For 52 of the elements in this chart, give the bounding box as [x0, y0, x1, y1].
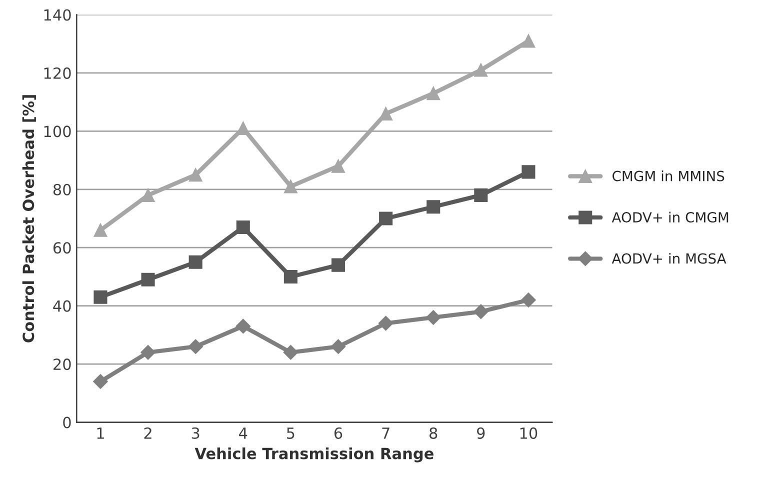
- point: [426, 310, 441, 325]
- point: [330, 339, 346, 354]
- y-tick-label: 100: [44, 126, 71, 138]
- point: [236, 318, 251, 334]
- y-tick-label: 0: [63, 416, 71, 428]
- y-axis-title: Control Packet Overhead [%]: [22, 95, 36, 342]
- point: [236, 220, 250, 234]
- x-tick-label: 6: [334, 427, 342, 439]
- point: [426, 86, 440, 100]
- x-tick-label: 4: [239, 428, 248, 439]
- y-tick-label: 40: [53, 300, 71, 312]
- y-tick-label: 120: [44, 67, 71, 79]
- point: [378, 316, 394, 331]
- point: [284, 270, 298, 284]
- x-tick-label: 5: [287, 428, 294, 439]
- point: [284, 180, 298, 194]
- point: [94, 223, 108, 237]
- point: [379, 106, 393, 120]
- point: [141, 272, 155, 286]
- point: [188, 168, 202, 182]
- point: [283, 345, 298, 360]
- point: [331, 159, 346, 173]
- legend-label: AODV+ in MGSA: [612, 252, 726, 264]
- point: [331, 258, 346, 272]
- point: [379, 212, 393, 226]
- point: [188, 339, 203, 354]
- point: [474, 188, 488, 202]
- point: [474, 304, 488, 320]
- x-axis-title: Vehicle Transmission Range: [194, 447, 434, 462]
- y-tick-label: 80: [53, 184, 71, 196]
- point: [474, 63, 488, 77]
- x-tick-label: 7: [382, 428, 390, 439]
- y-tick-label: 60: [53, 242, 71, 254]
- point: [188, 255, 202, 269]
- point: [522, 34, 536, 48]
- y-tick-label: 20: [54, 358, 71, 370]
- point: [521, 292, 536, 308]
- point: [140, 345, 156, 360]
- legend-label: AODV+ in CMGM: [612, 212, 728, 223]
- x-tick-label: 10: [520, 427, 538, 439]
- legend-label: CMGM in MMINS: [612, 170, 724, 182]
- x-tick-label: 9: [477, 427, 485, 439]
- point: [522, 165, 536, 179]
- x-tick-label: 1: [97, 428, 104, 439]
- point: [94, 290, 108, 304]
- x-tick-label: 3: [192, 427, 200, 439]
- x-tick-label: 8: [430, 427, 438, 439]
- point: [141, 188, 155, 202]
- x-tick-label: 2: [144, 427, 152, 439]
- y-tick-label: 140: [44, 9, 71, 21]
- point: [93, 374, 108, 389]
- point: [426, 200, 440, 214]
